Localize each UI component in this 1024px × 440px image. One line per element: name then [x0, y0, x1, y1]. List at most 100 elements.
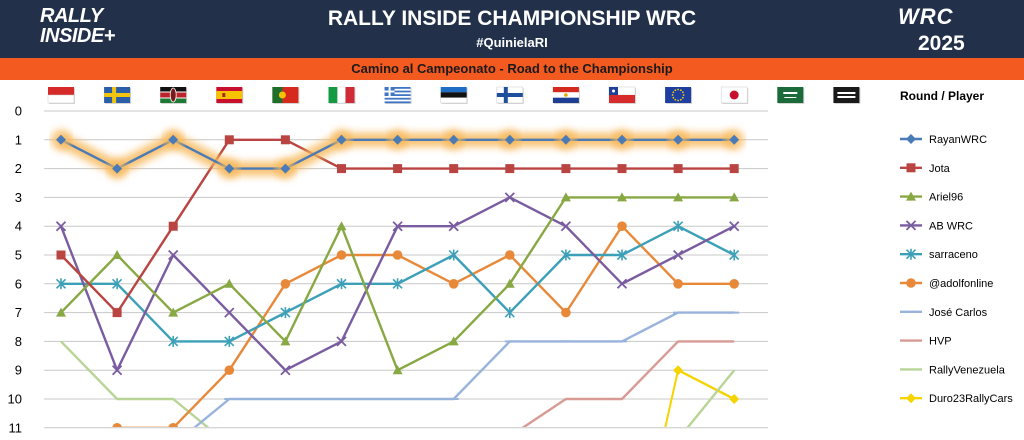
data-point [448, 134, 459, 145]
data-point [392, 250, 403, 260]
data-point [336, 336, 347, 347]
legend-item: @adolfonline [900, 278, 993, 290]
y-tick-label: 11 [9, 420, 23, 435]
data-point [56, 134, 66, 145]
data-point [224, 278, 235, 288]
wrc-logo-year: 2025 [918, 32, 965, 55]
data-point [336, 250, 347, 260]
series-line [193, 311, 735, 427]
series-rayanwrc [51, 129, 745, 179]
spain-flag-icon [216, 87, 244, 104]
data-point [504, 192, 515, 203]
legend-label: sarraceno [929, 249, 978, 261]
chile-flag-icon [608, 86, 636, 104]
data-point [448, 279, 459, 289]
y-tick-label: 10 [8, 392, 22, 407]
data-point [224, 307, 235, 318]
data-point [729, 192, 740, 202]
data-point [55, 221, 67, 232]
chart-legend: Round / Player RayanWRC Jota Ariel96 AB WRC s… [900, 89, 1013, 405]
data-point [449, 164, 459, 174]
data-point [906, 163, 916, 173]
data-point [112, 423, 122, 427]
legend-item: Duro23RallyCars [900, 393, 1013, 405]
series-hvp [521, 340, 735, 427]
estonia-flag-icon [440, 87, 468, 104]
standings-chart: 0 1 2 3 4 5 6 7 8 9 10 11 Round / Player RayanWRC Jot… [8, 86, 1013, 436]
legend-label: RayanWRC [929, 134, 987, 146]
legend-label: Duro23RallyCars [929, 393, 1013, 405]
data-point [448, 336, 459, 346]
series-line [677, 369, 735, 401]
data-point [280, 365, 291, 376]
data-point [168, 423, 178, 427]
data-point [729, 164, 739, 174]
y-tick-label: 2 [15, 161, 22, 176]
y-tick-label: 8 [15, 334, 22, 349]
data-point [337, 164, 346, 174]
data-point [504, 278, 515, 288]
kenya-flag-icon [160, 87, 188, 104]
data-point [617, 221, 627, 231]
data-point [673, 164, 683, 174]
data-point [56, 307, 66, 317]
data-point [392, 221, 403, 232]
banner: Camino al Campeonato - Road to the Champ… [0, 58, 1024, 80]
data-point [168, 335, 179, 347]
series-line [686, 369, 736, 427]
legend-item: AB WRC [900, 220, 973, 232]
wrc-flag-icon [833, 87, 861, 104]
data-point [393, 164, 403, 174]
finland-flag-icon [496, 86, 524, 104]
data-point [280, 135, 290, 145]
data-point [729, 279, 739, 289]
series--adolfonline [112, 221, 739, 427]
data-point [906, 191, 916, 201]
data-point [617, 164, 627, 174]
legend-item: HVP [900, 336, 952, 348]
data-point [729, 394, 740, 404]
legend-item: sarraceno [900, 248, 978, 261]
data-point [905, 220, 917, 231]
legend-label: Jota [929, 163, 951, 175]
data-point [560, 134, 571, 145]
data-point [906, 134, 916, 144]
data-point [168, 134, 179, 145]
data-point [616, 249, 628, 261]
portugal-flag-icon [272, 87, 300, 104]
legend-item: RayanWRC [900, 134, 987, 146]
data-point [673, 192, 684, 202]
saudi-arabia-flag-icon [777, 87, 805, 104]
data-point [561, 307, 571, 318]
data-point [336, 221, 347, 231]
data-point [224, 335, 235, 347]
series-sarraceno [55, 220, 740, 347]
eu-flag-icon [665, 87, 693, 104]
data-point [504, 134, 515, 145]
data-point [617, 134, 627, 145]
data-point [224, 163, 235, 174]
data-point [392, 134, 403, 145]
data-point [672, 249, 684, 261]
data-point [112, 163, 123, 174]
series-ariel96 [56, 192, 740, 375]
y-tick-label: 3 [15, 190, 22, 205]
greece-flag-icon [384, 87, 412, 104]
data-point [505, 164, 515, 174]
data-point [55, 278, 67, 290]
legend-item: RallyVenezuela [900, 364, 1006, 376]
data-point [504, 307, 515, 319]
data-point [224, 365, 235, 376]
data-point [280, 307, 291, 319]
y-tick-label: 7 [15, 305, 22, 320]
data-point [280, 336, 291, 346]
wrc-logo: WRC 2025 [880, 4, 1020, 56]
data-point [112, 278, 123, 290]
chart-subtitle: Camino al Campeonato - Road to the Champ… [351, 61, 673, 76]
y-tick-label: 0 [15, 104, 22, 119]
y-axis-ticks: 0 1 2 3 4 5 6 7 8 9 10 11 [8, 104, 22, 436]
data-point [336, 278, 347, 290]
data-point [168, 221, 178, 231]
hashtag: #QuinielaRI [476, 35, 548, 50]
data-point [168, 307, 179, 317]
